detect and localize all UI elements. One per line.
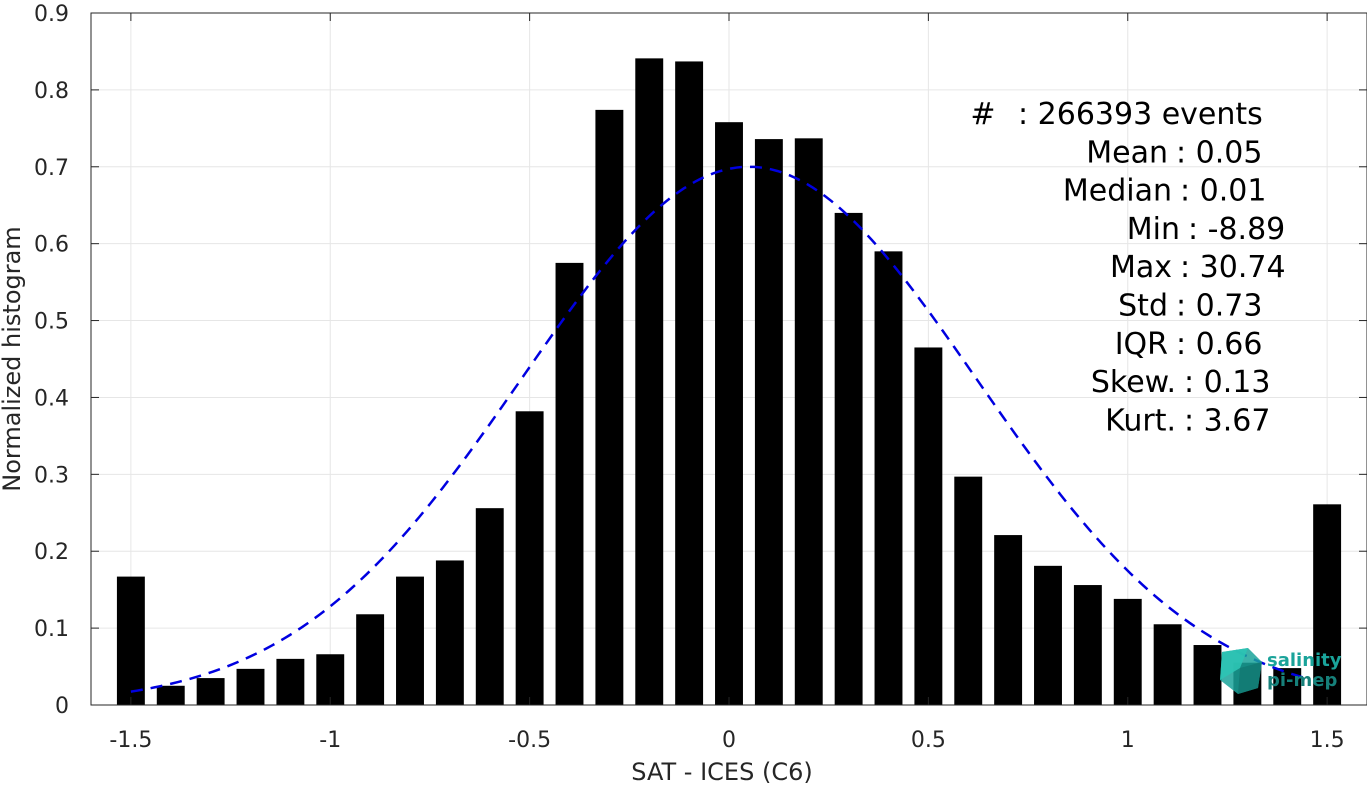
stat-label: Std [1118, 289, 1168, 324]
histogram-bar [396, 576, 424, 705]
y-axis-ticks: 0 0.1 0.2 0.3 0.4 0.5 0.6 0.7 0.8 0.9 [34, 2, 1367, 719]
histogram-bar [316, 654, 345, 705]
stat-value: : 30.74 [1180, 250, 1286, 285]
y-tick-label: 0.1 [34, 617, 69, 642]
gaussian-fit [130, 165, 1308, 693]
stat-value: : 3.67 [1184, 403, 1270, 438]
logo-text-salinity: salinity [1267, 650, 1342, 671]
histogram-bar [635, 58, 664, 706]
x-tick-label: 0.5 [911, 728, 946, 753]
stat-value: : 0.05 [1176, 135, 1262, 170]
y-tick-label: 0.8 [34, 79, 69, 104]
histogram-bar [1313, 504, 1342, 705]
stat-label: Skew. [1091, 365, 1176, 400]
y-tick-label: 0.4 [34, 386, 69, 411]
stat-value: : 0.13 [1184, 365, 1270, 400]
histogram-bar [954, 476, 983, 705]
histogram-bar [834, 212, 863, 705]
histogram-bar [435, 560, 464, 705]
histogram-bar [675, 61, 704, 705]
stat-value: : 0.66 [1176, 327, 1262, 362]
histogram-bars [116, 58, 1342, 706]
y-tick-label: 0.2 [34, 540, 69, 565]
stat-label: Median [1063, 174, 1172, 209]
stat-value: : -8.89 [1188, 212, 1285, 247]
histogram-bar [595, 109, 624, 705]
x-tick-label: -0.5 [508, 728, 551, 753]
stat-label: Kurt. [1105, 403, 1176, 438]
y-axis-title: Normalized histogram [0, 226, 26, 491]
gaussian-fit-line [130, 165, 1308, 693]
stat-value: : 0.01 [1180, 174, 1266, 209]
histogram-bar [994, 535, 1023, 705]
stat-label: Max [1110, 250, 1172, 285]
x-axis-ticks: -1.5 -1 -0.5 0 0.5 1 1.5 [109, 13, 1345, 753]
histogram-bar [156, 685, 185, 705]
y-tick-label: 0.9 [34, 2, 69, 27]
x-tick-label: 1.5 [1310, 728, 1345, 753]
histogram-bar [914, 347, 943, 705]
stat-label: Mean [1086, 135, 1168, 170]
histogram-bar [236, 668, 265, 705]
x-tick-label: -1 [319, 728, 341, 753]
stat-value: : 266393 events [1018, 97, 1263, 132]
logo-cube-icon [1220, 648, 1262, 694]
histogram-bar [794, 138, 823, 706]
y-tick-label: 0.7 [34, 156, 69, 181]
histogram-bar [196, 678, 225, 705]
histogram-bar [1073, 585, 1102, 705]
histogram-bar [555, 262, 584, 705]
histogram-bar [874, 251, 903, 705]
histogram-bar [276, 658, 305, 705]
histogram-bar [116, 576, 145, 705]
stat-value: : 0.73 [1176, 289, 1262, 324]
x-axis-title: SAT - ICES (C6) [631, 758, 812, 785]
histogram-bar [1193, 645, 1222, 705]
histogram-bar [1034, 565, 1062, 705]
x-tick-label: 1 [1121, 728, 1135, 753]
histogram-bar [715, 122, 743, 705]
y-tick-label: 0 [55, 694, 69, 719]
histogram-bar [754, 139, 783, 705]
stat-label: Min [1127, 212, 1180, 247]
salinity-pimep-logo: salinity pi-mep [1220, 648, 1342, 694]
logo-text-pimep: pi-mep [1267, 670, 1337, 691]
x-tick-label: -1.5 [109, 728, 152, 753]
stat-label: IQR [1115, 327, 1168, 362]
histogram-bar [1153, 624, 1182, 705]
histogram-bar [1113, 598, 1142, 705]
y-tick-label: 0.3 [34, 463, 69, 488]
histogram-bar [356, 614, 385, 705]
y-tick-label: 0.5 [34, 310, 69, 335]
x-tick-label: 0 [722, 728, 736, 753]
stat-label: # [970, 97, 995, 132]
histogram-bar [475, 508, 504, 705]
y-tick-label: 0.6 [34, 233, 69, 258]
histogram-bar [515, 411, 544, 705]
